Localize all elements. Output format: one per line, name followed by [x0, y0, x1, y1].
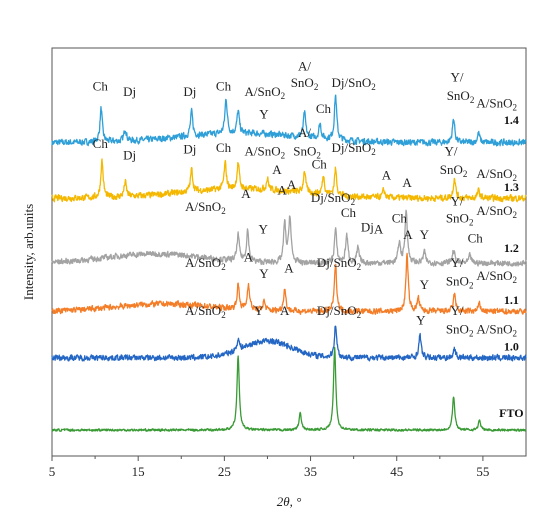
x-axis-label: 2θ, ° [277, 494, 302, 509]
peak-annotation: Y [420, 277, 430, 292]
peak-annotation: A [277, 183, 287, 198]
peak-annotation: Ch [93, 79, 109, 94]
peak-annotation: Dj/SnO2 [332, 140, 376, 157]
x-tick-label: 55 [476, 464, 489, 479]
peak-annotation: A [403, 227, 413, 242]
x-tick-label: 45 [390, 464, 403, 479]
peak-annotation: Y/ [451, 303, 464, 318]
sample-label: 1.3 [504, 180, 519, 194]
peak-annotation: A/SnO2 [185, 303, 226, 320]
series-line-1-3 [51, 158, 527, 203]
peak-annotation: Ch [316, 101, 332, 116]
plot-frame [51, 47, 527, 457]
peak-annotation: Ch [312, 157, 328, 172]
series-line-1-0 [51, 325, 527, 362]
peak-annotation: Dj/SnO2 [311, 190, 355, 207]
peak-annotation: A [280, 303, 290, 318]
series-line-1-2 [51, 209, 527, 267]
series-line-FTO [51, 346, 527, 432]
peak-annotation: SnO2 [446, 322, 474, 339]
peak-annotation: Y/ [451, 69, 464, 84]
peak-annotation: Y [259, 266, 269, 281]
peak-annotation: A [244, 249, 254, 264]
peak-annotation: Dj/SnO2 [317, 255, 361, 272]
peak-annotation: A [374, 221, 384, 236]
peak-annotation: A/SnO2 [476, 203, 517, 220]
series-line-1-1 [51, 252, 527, 315]
peak-annotation: A [241, 186, 251, 201]
peak-annotation: Y [258, 221, 268, 236]
peak-annotation: Ch [216, 79, 232, 94]
sample-label: 1.2 [504, 241, 519, 255]
sample-label: 1.1 [504, 293, 519, 307]
peak-annotation: A/ [298, 125, 311, 140]
y-axis-label: Intensity, arb.units [21, 204, 36, 300]
peak-annotation: A/SnO2 [476, 95, 517, 112]
x-tick-label: 15 [132, 464, 145, 479]
peak-annotation: A/SnO2 [185, 255, 226, 272]
series-layer [51, 94, 527, 432]
peak-annotation: A/SnO2 [245, 144, 286, 161]
x-tick-label: 5 [49, 464, 56, 479]
peak-annotation: Ch [93, 136, 109, 151]
peak-annotation: A/SnO2 [476, 268, 517, 285]
peak-annotation: Ch [392, 210, 408, 225]
peak-annotation: SnO2 [293, 144, 321, 161]
peak-annotation: A [287, 177, 297, 192]
peak-annotation: Ch [468, 231, 484, 246]
peak-annotation: Dj/SnO2 [332, 75, 376, 92]
peak-annotation: A [382, 168, 392, 183]
sample-label: 1.4 [504, 113, 519, 127]
peak-annotation: A/ [298, 58, 311, 73]
peak-annotation: Ch [341, 205, 357, 220]
peak-annotation: Dj [123, 147, 136, 162]
sample-label: 1.0 [504, 339, 519, 353]
peak-annotation: Y/ [445, 144, 458, 159]
peak-annotation: Y [416, 312, 426, 327]
peak-annotation: Dj [183, 142, 196, 157]
peak-annotation: A/SnO2 [185, 199, 226, 216]
peak-annotation: Dj [183, 84, 196, 99]
sample-label: FTO [499, 406, 523, 420]
peak-annotation: Y/ [451, 194, 464, 209]
peak-annotation: A/SnO2 [245, 84, 286, 101]
x-tick-label: 35 [304, 464, 317, 479]
peak-annotation: A [272, 162, 282, 177]
series-line-1-4 [51, 94, 527, 147]
peak-annotation: SnO2 [446, 210, 474, 227]
axis-layer: 5 15 25 35 45 55 [49, 456, 489, 479]
peak-annotation: Y/ [451, 255, 464, 270]
peak-annotation: Dj [123, 84, 136, 99]
peak-annotation: A/SnO2 [476, 322, 517, 339]
peak-annotation: Y [259, 106, 269, 121]
peak-annotation: SnO2 [440, 162, 468, 179]
peak-annotation: Dj [361, 220, 374, 235]
peak-annotation: SnO2 [291, 75, 319, 92]
peak-annotation: SnO2 [447, 88, 475, 105]
peak-annotation: Y [420, 227, 430, 242]
peak-annotation: A [284, 260, 294, 275]
peak-annotation: A/SnO2 [476, 166, 517, 183]
x-tick-label: 25 [218, 464, 231, 479]
peak-annotation: Ch [216, 140, 232, 155]
peak-annotation: Dj/SnO2 [317, 303, 361, 320]
peak-annotation: Y [254, 303, 264, 318]
peak-annotation: A [402, 175, 412, 190]
peak-annotation: SnO2 [446, 273, 474, 290]
